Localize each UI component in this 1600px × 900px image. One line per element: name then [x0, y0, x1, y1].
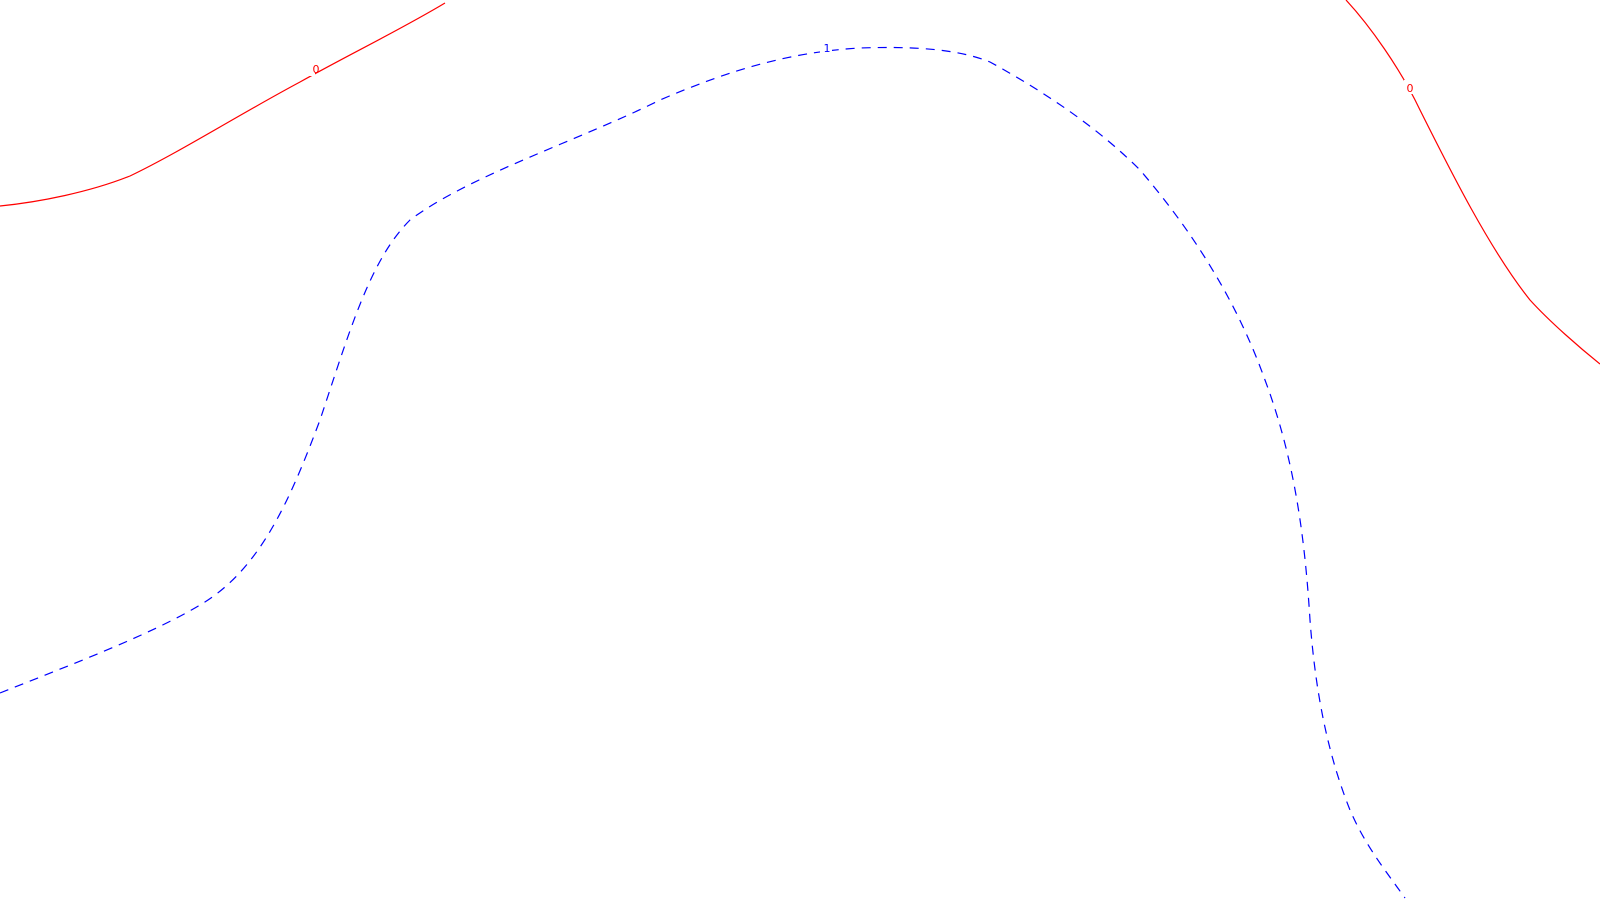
contour-zero-left-line: [0, 2, 446, 207]
contour-zero-left-label: 0: [313, 63, 320, 76]
contour-zero-right-label-bg: [1404, 80, 1416, 94]
contour-one-label: 1: [824, 42, 831, 55]
contour-zero-left-label-bg: [303, 62, 315, 76]
contour-one-line: [0, 46, 1406, 899]
contour-zero-right-label: 0: [1407, 82, 1414, 95]
contour-zero-right-line: [1345, 0, 1600, 365]
contour-one-label-bg: [820, 40, 832, 54]
